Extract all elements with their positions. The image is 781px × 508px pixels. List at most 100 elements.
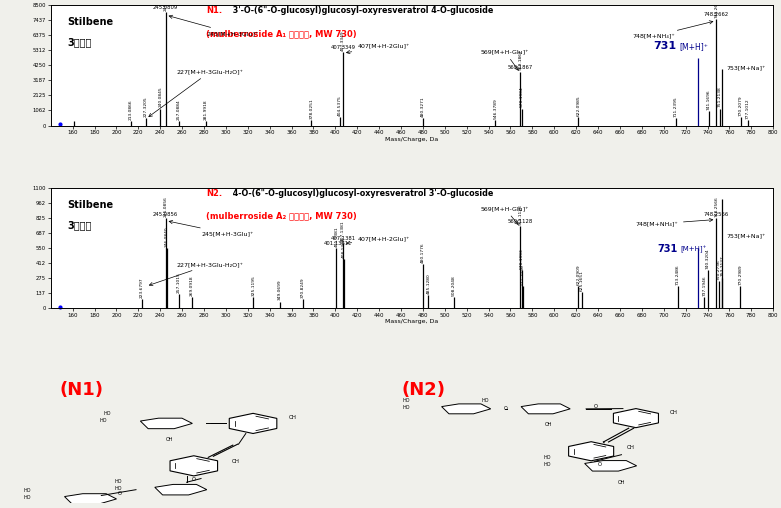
Polygon shape xyxy=(569,442,614,461)
Text: 622.0985: 622.0985 xyxy=(576,95,580,116)
Text: 407.3349: 407.3349 xyxy=(330,45,355,50)
X-axis label: Mass/Charge, Da: Mass/Charge, Da xyxy=(385,137,439,142)
Text: 741.1696: 741.1696 xyxy=(707,89,711,110)
Text: 370.8249: 370.8249 xyxy=(301,277,305,298)
Text: 571.1050: 571.1050 xyxy=(520,264,525,285)
Text: HO: HO xyxy=(402,398,410,403)
Text: 569.1128: 569.1128 xyxy=(508,219,533,224)
Text: 737.1946: 737.1946 xyxy=(702,275,706,296)
Text: 245[M+H-3Glu]⁺: 245[M+H-3Glu]⁺ xyxy=(169,15,259,36)
Text: 480.1776: 480.1776 xyxy=(421,243,425,263)
Text: 480.3271: 480.3271 xyxy=(421,97,425,117)
Text: [M+H]⁺: [M+H]⁺ xyxy=(680,245,707,253)
Text: HO: HO xyxy=(103,411,111,416)
Text: (N1): (N1) xyxy=(59,381,103,399)
Text: OH: OH xyxy=(289,415,297,420)
Text: 748.2566: 748.2566 xyxy=(704,212,729,216)
Text: 401.1381: 401.1381 xyxy=(324,241,349,246)
Text: 407.1381: 407.1381 xyxy=(330,236,356,241)
Text: [M+H]⁺: [M+H]⁺ xyxy=(679,42,708,51)
Text: 407.3349: 407.3349 xyxy=(341,30,345,51)
Text: HO: HO xyxy=(100,418,107,423)
Text: 731: 731 xyxy=(654,41,677,51)
Text: HO: HO xyxy=(482,398,489,403)
Text: HO: HO xyxy=(544,455,551,460)
Text: HO: HO xyxy=(114,479,122,484)
Text: 223.6797: 223.6797 xyxy=(140,277,144,298)
Text: Stilbene: Stilbene xyxy=(67,17,113,27)
Polygon shape xyxy=(155,485,207,495)
Text: 622.0909: 622.0909 xyxy=(576,265,580,285)
Text: 3배당체: 3배당체 xyxy=(67,220,91,230)
Text: 269.0918: 269.0918 xyxy=(190,275,194,296)
Text: 711.2395: 711.2395 xyxy=(674,97,678,117)
Polygon shape xyxy=(521,404,570,414)
Text: 407[M+H-2Glu]⁺: 407[M+H-2Glu]⁺ xyxy=(347,237,409,244)
Text: O: O xyxy=(594,404,598,409)
Text: O: O xyxy=(192,477,196,482)
Text: 401.1381: 401.1381 xyxy=(334,226,338,247)
Text: 731: 731 xyxy=(658,244,678,254)
Text: 625.1651: 625.1651 xyxy=(580,270,583,291)
Text: O: O xyxy=(504,406,508,411)
Text: (mulberroside A₂ 일시명명, MW 730): (mulberroside A₂ 일시명명, MW 730) xyxy=(206,212,357,221)
Text: 569.1867: 569.1867 xyxy=(519,50,522,71)
Text: OH: OH xyxy=(627,445,635,450)
Text: 753.2127: 753.2127 xyxy=(720,256,724,276)
Text: 349.0699: 349.0699 xyxy=(277,280,281,300)
Text: 753[M+Na]⁺: 753[M+Na]⁺ xyxy=(726,65,765,70)
Text: OH: OH xyxy=(545,422,552,427)
Text: 748[M+NH₄]⁺: 748[M+NH₄]⁺ xyxy=(632,21,713,39)
Text: 770.2079: 770.2079 xyxy=(739,95,743,116)
Text: 407.1381: 407.1381 xyxy=(341,220,345,241)
Text: 750.2736: 750.2736 xyxy=(717,259,721,279)
Polygon shape xyxy=(141,418,192,429)
Polygon shape xyxy=(585,461,637,471)
Text: 245.0809: 245.0809 xyxy=(164,0,168,11)
Text: (mulberroside A₁ 일시명명, MW 730): (mulberroside A₁ 일시명명, MW 730) xyxy=(206,29,357,38)
Text: 570.1993: 570.1993 xyxy=(519,248,523,269)
Text: 713.2486: 713.2486 xyxy=(676,265,680,285)
Text: 770.2989: 770.2989 xyxy=(738,265,743,285)
Text: 4-O-(6"-O-glucosyl)glucosyl-oxyresveratrol 3'-O-glucoside: 4-O-(6"-O-glucosyl)glucosyl-oxyresveratr… xyxy=(230,189,494,198)
Text: 245.0809: 245.0809 xyxy=(153,6,178,10)
Text: 281.9918: 281.9918 xyxy=(204,100,208,120)
Text: 213.0866: 213.0866 xyxy=(129,100,133,120)
Text: 740.3204: 740.3204 xyxy=(705,248,709,269)
X-axis label: Mass/Charge, Da: Mass/Charge, Da xyxy=(385,320,439,325)
Text: 246.0840: 246.0840 xyxy=(165,226,169,247)
Text: 569.1867: 569.1867 xyxy=(508,65,533,70)
Polygon shape xyxy=(170,456,218,476)
Text: 325.1195: 325.1195 xyxy=(251,275,255,296)
Text: HO: HO xyxy=(544,462,551,467)
Text: 257.0884: 257.0884 xyxy=(177,100,181,120)
Text: 546.3789: 546.3789 xyxy=(493,98,497,119)
Text: OH: OH xyxy=(232,459,240,464)
Text: OH: OH xyxy=(669,410,677,416)
Text: OH: OH xyxy=(166,437,173,442)
Polygon shape xyxy=(65,494,116,504)
Text: Stilbene: Stilbene xyxy=(67,200,113,210)
Polygon shape xyxy=(613,408,658,428)
Text: 569[M+H-Glu]⁺: 569[M+H-Glu]⁺ xyxy=(481,49,530,70)
Text: HO: HO xyxy=(23,488,31,493)
Text: 245.0856: 245.0856 xyxy=(153,212,178,216)
Text: 245[M+H-3Glu]⁺: 245[M+H-3Glu]⁺ xyxy=(169,220,254,236)
Text: 748.2566: 748.2566 xyxy=(715,197,719,217)
Text: 570.1904: 570.1904 xyxy=(519,86,523,107)
Text: 227[M+H-3Glu-H₂O]⁺: 227[M+H-3Glu-H₂O]⁺ xyxy=(149,69,244,117)
Text: 227[M+H-3Glu-H₂O]⁺: 227[M+H-3Glu-H₂O]⁺ xyxy=(149,262,244,285)
Text: 485.1280: 485.1280 xyxy=(426,273,430,294)
Text: O: O xyxy=(597,462,602,467)
Text: 3배당체: 3배당체 xyxy=(67,38,91,48)
Text: 748.2662: 748.2662 xyxy=(704,12,729,17)
Text: N2.: N2. xyxy=(206,189,223,198)
Text: 508.2048: 508.2048 xyxy=(451,275,455,296)
Text: 569[M+H-Glu]⁺: 569[M+H-Glu]⁺ xyxy=(481,206,530,225)
Text: 753[M+Na]⁺: 753[M+Na]⁺ xyxy=(726,234,765,238)
Text: 3'-O-(6"-O-glucosyl)glucosyl-oxyresveratrol 4-O-glucoside: 3'-O-(6"-O-glucosyl)glucosyl-oxyresverat… xyxy=(230,6,494,15)
Text: 257.1015: 257.1015 xyxy=(177,272,181,293)
Text: 748.2662: 748.2662 xyxy=(715,0,719,18)
Text: (N2): (N2) xyxy=(401,381,445,399)
Text: HO: HO xyxy=(114,486,122,491)
